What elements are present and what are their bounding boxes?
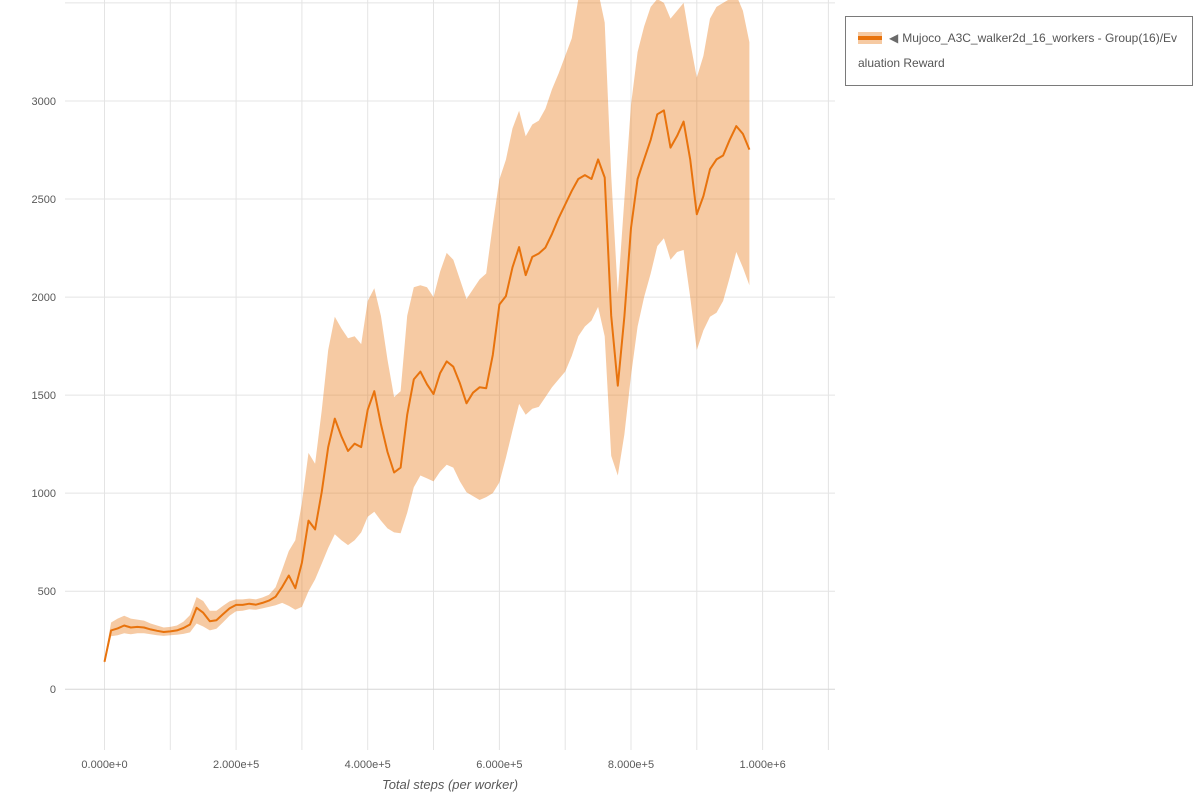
confidence-band — [104, 0, 750, 664]
legend-label: Mujoco_A3C_walker2d_16_workers - Group(1… — [858, 31, 1178, 70]
y-tick-label: 1500 — [32, 390, 56, 402]
legend-collapse-icon[interactable]: ◀ — [889, 31, 899, 45]
series-layer — [103, 0, 751, 664]
y-tick-label: 2500 — [32, 194, 56, 206]
x-axis-title: Total steps (per worker) — [381, 777, 519, 792]
x-tick-labels: 0.000e+0 2.000e+5 4.000e+5 6.000e+5 8.000e+5… — [81, 759, 785, 771]
x-tick-label: 8.000e+5 — [608, 759, 654, 771]
legend-box[interactable]: ◀ Mujoco_A3C_walker2d_16_workers - Group(… — [845, 16, 1193, 86]
y-tick-labels: 0 500 1000 1500 2000 2500 3000 — [32, 96, 56, 696]
mean-line — [103, 109, 751, 663]
gridlines — [65, 0, 835, 750]
legend-swatch-icon[interactable] — [858, 32, 882, 44]
x-tick-label: 4.000e+5 — [345, 759, 391, 771]
y-tick-label: 500 — [38, 586, 56, 598]
y-tick-label: 0 — [50, 684, 56, 696]
x-tick-label: 1.000e+6 — [740, 759, 786, 771]
x-tick-label: 0.000e+0 — [81, 759, 127, 771]
x-tick-label: 2.000e+5 — [213, 759, 259, 771]
x-tick-label: 6.000e+5 — [476, 759, 522, 771]
y-tick-label: 2000 — [32, 292, 56, 304]
y-tick-label: 1000 — [32, 488, 56, 500]
y-tick-label: 3000 — [32, 96, 56, 108]
